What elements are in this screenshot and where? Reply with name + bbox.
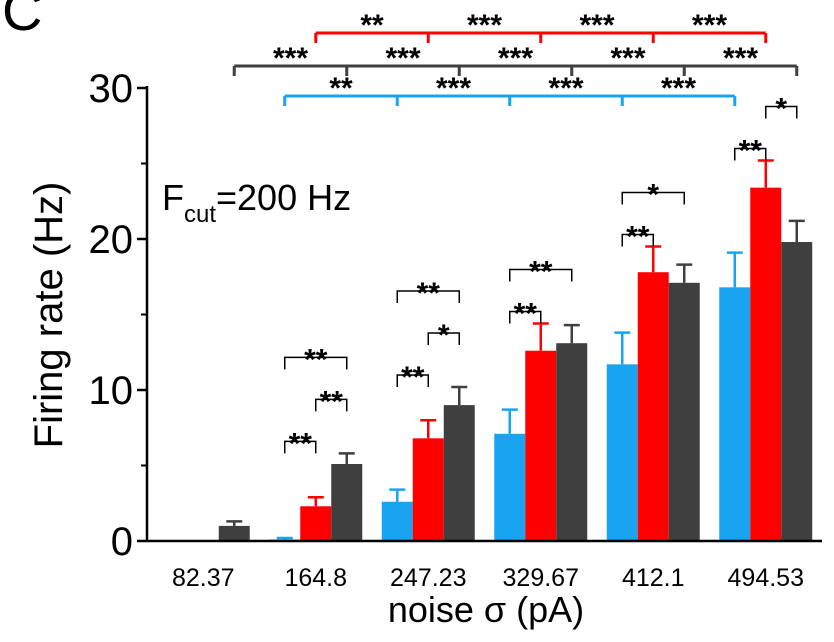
x-tick-label: 329.67: [503, 564, 579, 592]
significance-bracket: [621, 233, 654, 247]
significance-bracket: [315, 398, 348, 412]
between-group-label: ***: [467, 9, 502, 42]
significance-label: *: [775, 92, 787, 125]
significance-bracket: [509, 310, 542, 324]
x-tick-label: 494.53: [728, 564, 804, 592]
between-group-label: ***: [548, 72, 583, 105]
significance-label: **: [320, 385, 344, 418]
significance-bracket: [284, 440, 317, 454]
bar: [443, 405, 475, 541]
cutoff-annotation-rest: =200 Hz: [216, 177, 351, 218]
y-tick-label: 10: [89, 369, 134, 413]
x-tick-label: 247.23: [390, 564, 466, 592]
significance-label: **: [529, 256, 553, 289]
between-group-label: ***: [498, 42, 533, 75]
significance-label: **: [304, 343, 328, 376]
significance-label: **: [417, 277, 441, 310]
significance-label: *: [438, 319, 450, 352]
panel-label: C: [2, 0, 42, 42]
significance-bracket: [765, 105, 798, 119]
plot-area: 0 10 20 30 82.37 164.8 247.23 329.67 412.1 494.53…: [89, 9, 822, 592]
cutoff-annotation: Fcut=200 Hz: [162, 177, 351, 228]
bar: [381, 501, 413, 541]
cutoff-annotation-sub: cut: [184, 201, 216, 228]
significance-label: **: [739, 134, 763, 167]
significance-label: **: [514, 298, 538, 331]
significance-bracket: [509, 268, 573, 282]
between-group-label: ***: [436, 72, 471, 105]
y-tick-label: 0: [111, 520, 133, 564]
y-tick-label: 20: [89, 218, 134, 262]
significance-bracket: [621, 191, 685, 205]
bar: [412, 438, 444, 541]
bar: [556, 343, 588, 541]
between-group-label: ***: [692, 9, 727, 42]
between-group-label: ***: [723, 42, 758, 75]
significance-bracket: [734, 147, 767, 161]
bar: [668, 282, 700, 541]
y-tick-label: 30: [89, 67, 134, 111]
bar: [781, 242, 813, 541]
significance-label: **: [626, 221, 650, 254]
bar: [494, 433, 526, 541]
significance-label: **: [401, 361, 425, 394]
between-group-label: **: [360, 9, 384, 42]
bar: [750, 187, 782, 541]
significance-label: **: [289, 427, 313, 460]
bar: [719, 287, 751, 541]
cutoff-annotation-main: F: [162, 177, 184, 218]
between-group-label: ***: [385, 42, 420, 75]
significance-bracket: [396, 374, 429, 387]
bar: [331, 463, 363, 541]
between-group-label: **: [329, 72, 353, 105]
significance-label: *: [647, 179, 659, 212]
significance-bracket: [284, 356, 348, 370]
significance-bracket: [427, 332, 460, 345]
bar: [300, 506, 332, 541]
between-group-label: ***: [610, 42, 645, 75]
between-group-label: ***: [273, 42, 308, 75]
x-axis-label: noise σ (pA): [388, 589, 584, 630]
bar: [637, 272, 669, 541]
between-group-label: ***: [579, 9, 614, 42]
x-tick-label: 412.1: [622, 564, 685, 592]
significance-bracket: [396, 290, 460, 303]
y-axis-label: Firing rate (Hz): [27, 182, 71, 449]
x-tick-label: 82.37: [172, 564, 235, 592]
bar: [525, 350, 557, 541]
bar: [218, 525, 250, 541]
between-group-label: ***: [661, 72, 696, 105]
bar: [606, 364, 638, 541]
x-tick-label: 164.8: [284, 564, 347, 592]
